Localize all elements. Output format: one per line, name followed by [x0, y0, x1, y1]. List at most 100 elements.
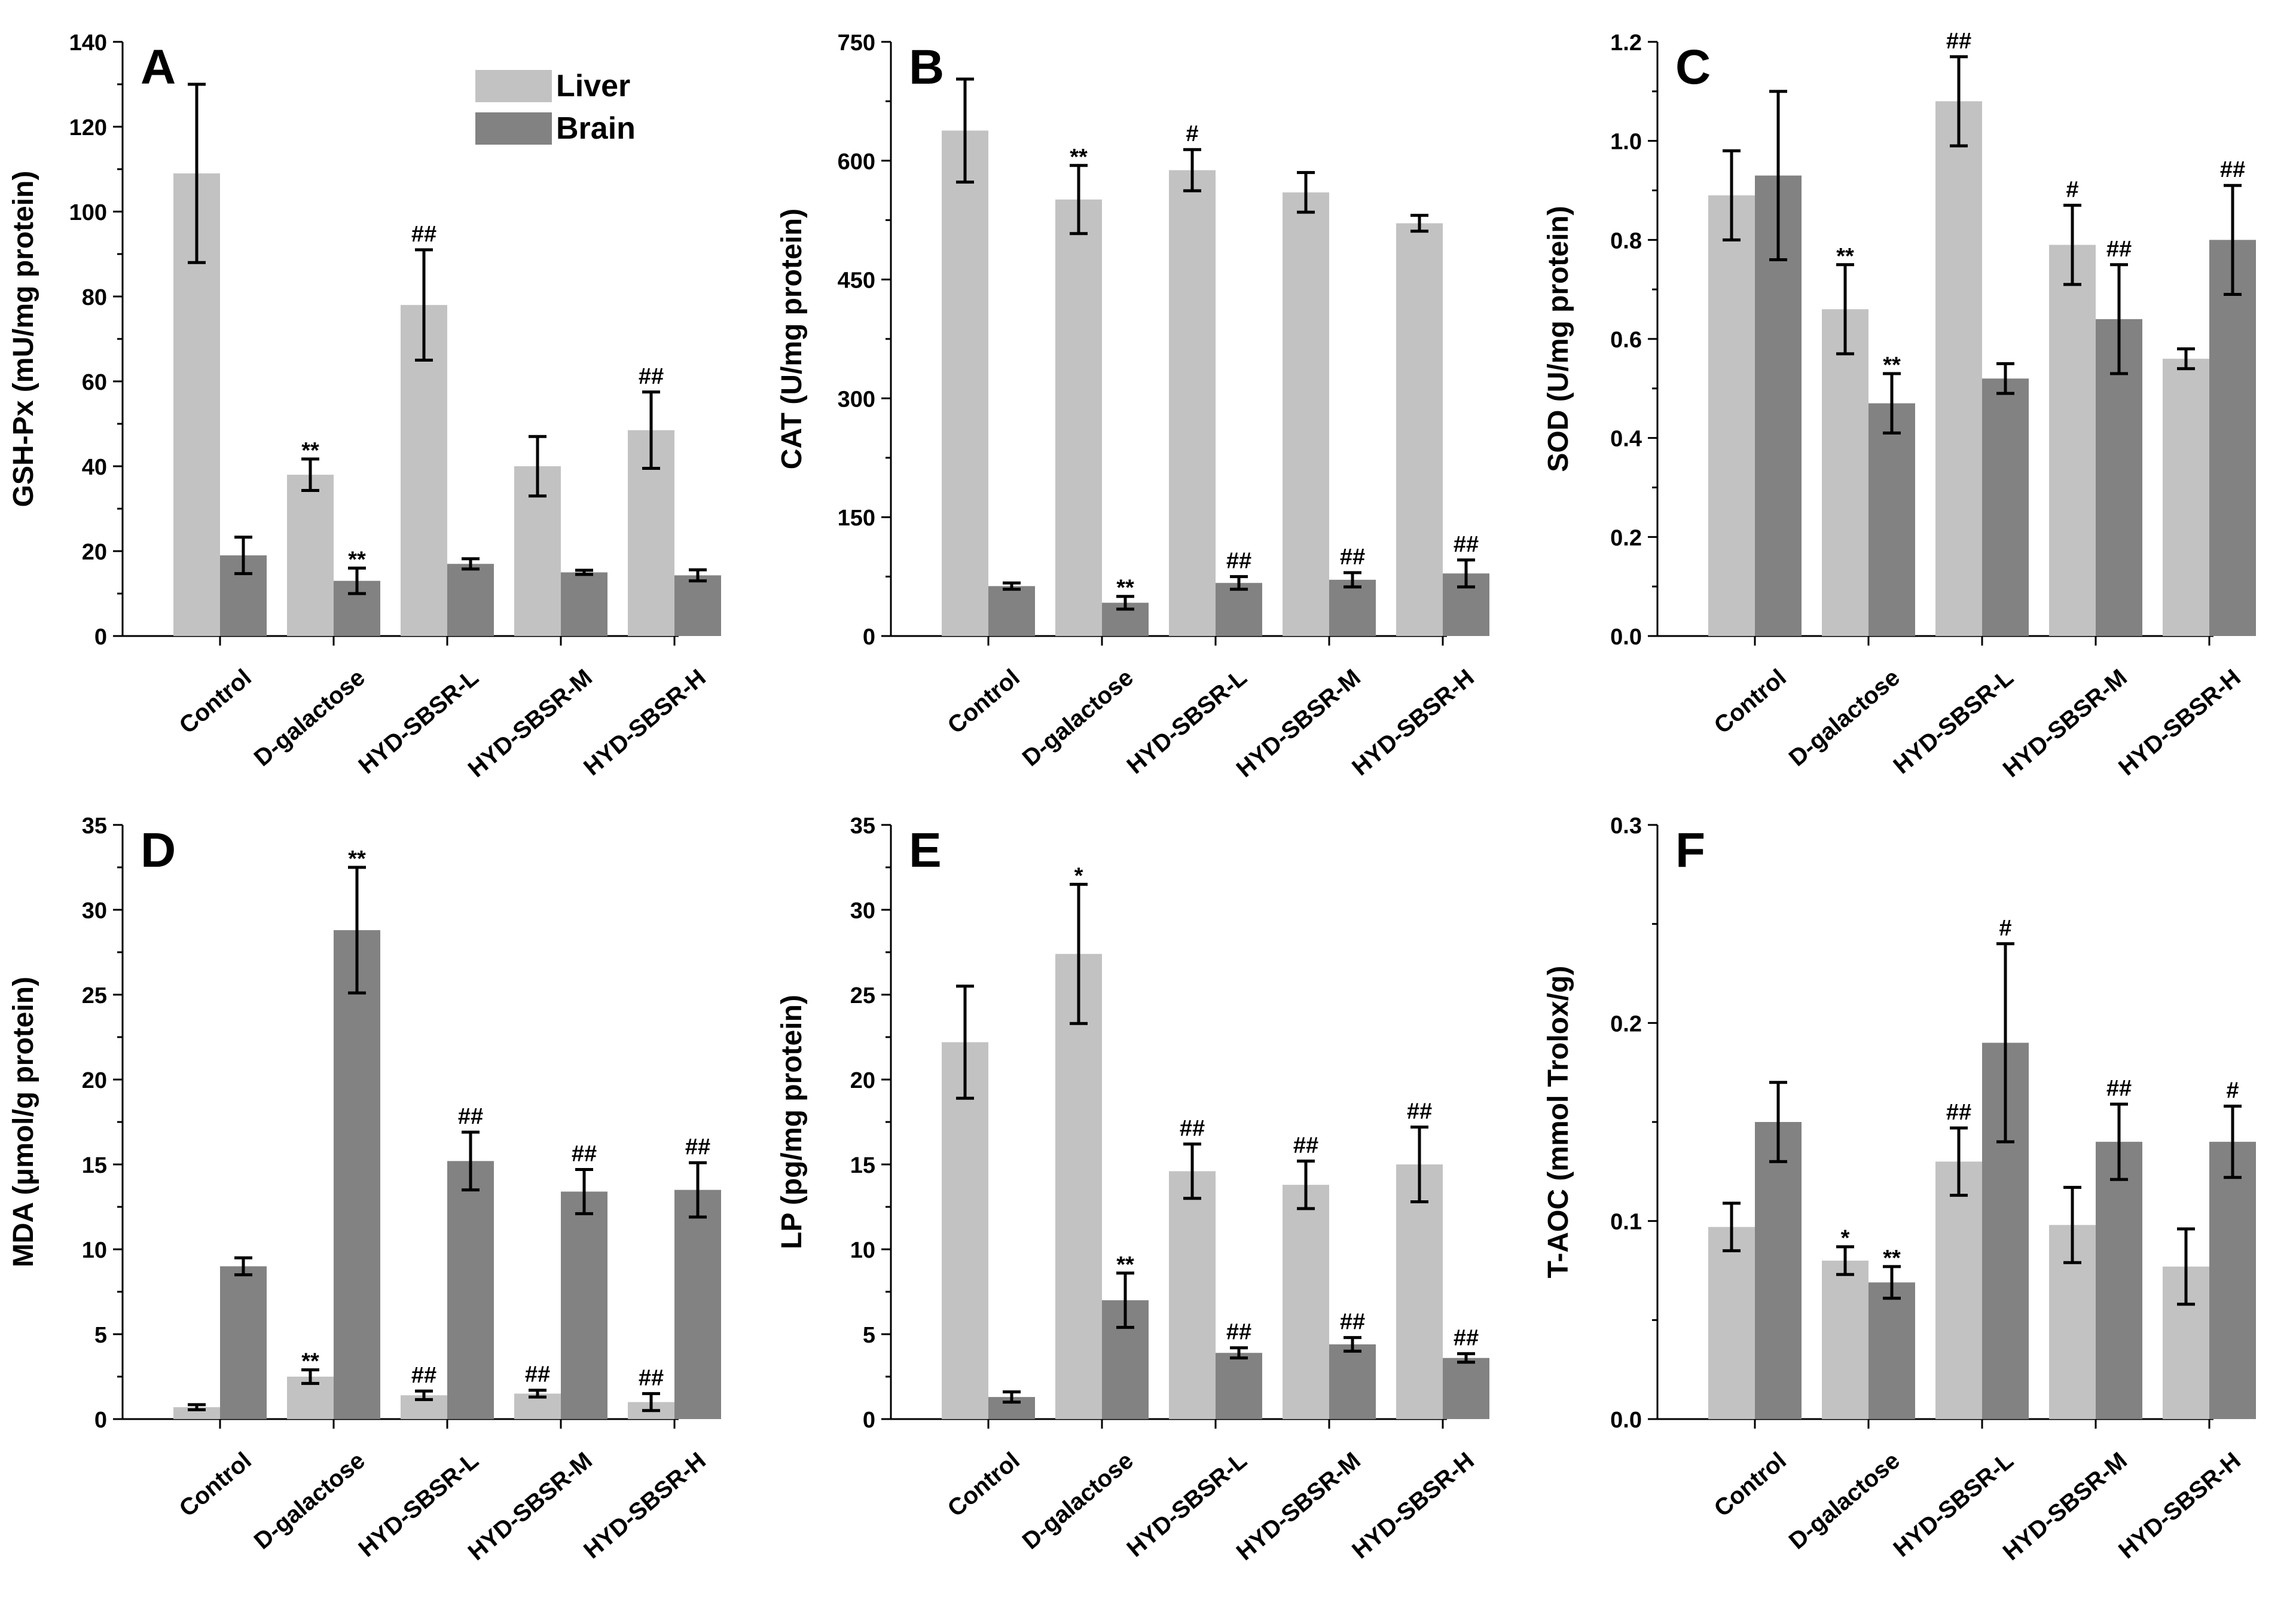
bar-brain-c — [1868, 403, 1915, 636]
bar-brain-d — [561, 1191, 607, 1419]
significance-mark-brain-d: ## — [458, 1104, 483, 1129]
bar-brain-f — [1755, 1122, 1802, 1419]
y-tick-label-d: 35 — [82, 814, 107, 839]
y-axis-title-a: GSH-Px (mU/mg protein) — [8, 171, 39, 507]
y-tick-label-e: 5 — [863, 1323, 875, 1348]
y-tick-label-d: 15 — [82, 1153, 107, 1178]
bar-liver-b — [942, 130, 988, 637]
significance-mark-brain-f: # — [1999, 916, 2011, 941]
panel-letter-a: A — [141, 40, 176, 94]
significance-mark-liver-d: ## — [411, 1363, 436, 1388]
bar-liver-e — [1283, 1185, 1329, 1419]
bar-brain-a — [561, 572, 607, 636]
significance-mark-liver-e: ## — [1407, 1099, 1432, 1124]
panel-letter-c: C — [1675, 40, 1711, 94]
significance-mark-brain-e: ** — [1116, 1252, 1134, 1277]
x-tick-label-e: D-galactose — [1018, 1447, 1138, 1554]
significance-mark-liver-a: ** — [301, 438, 319, 463]
y-tick-label-f: 0.2 — [1610, 1011, 1642, 1037]
panel-f: 0.0 0.1 0.2 0.3 T-AOC (mmol Trolox/g) F Contro… — [1543, 814, 2256, 1566]
legend: Liver Brain — [475, 69, 636, 146]
significance-mark-liver-e: * — [1074, 863, 1083, 888]
bar-liver-e — [942, 1042, 988, 1419]
y-tick-label-b: 300 — [838, 387, 875, 412]
y-tick-label-d: 20 — [82, 1068, 107, 1093]
significance-mark-brain-c: ## — [2106, 237, 2132, 262]
y-tick-label-c: 0.6 — [1610, 328, 1642, 353]
legend-label-brain: Brain — [556, 111, 636, 146]
significance-mark-brain-e: ## — [1454, 1326, 1479, 1351]
x-tick-label-a: D-galactose — [249, 664, 370, 771]
y-tick-label-c: 0.4 — [1610, 427, 1642, 452]
x-tick-label-e: HYD-SBSR-H — [1347, 1447, 1479, 1564]
panel-e: 0 5 10 15 20 25 30 35 LP (pg/mg protein) E Control… — [776, 814, 1489, 1566]
x-tick-label-b: HYD-SBSR-M — [1232, 664, 1366, 782]
significance-mark-brain-f: ** — [1883, 1246, 1901, 1271]
y-tick-label-a: 40 — [82, 455, 107, 480]
bar-brain-b — [1329, 579, 1376, 636]
y-axis-title-f: T-AOC (mmol Trolox/g) — [1543, 966, 1574, 1279]
bar-brain-f — [2096, 1142, 2142, 1419]
significance-mark-brain-d: ## — [685, 1135, 710, 1160]
x-tick-label-c: HYD-SBSR-H — [2114, 664, 2246, 781]
y-tick-label-a: 60 — [82, 370, 107, 395]
bar-brain-a — [674, 575, 721, 636]
y-tick-label-e: 15 — [850, 1153, 875, 1178]
y-tick-label-c: 0.2 — [1610, 525, 1642, 551]
x-tick-label-f: HYD-SBSR-H — [2114, 1447, 2246, 1564]
x-tick-label-a: Control — [175, 664, 257, 739]
y-tick-label-d: 0 — [94, 1408, 107, 1433]
x-tick-label-d: HYD-SBSR-M — [463, 1447, 597, 1566]
panel-d: 0 5 10 15 20 25 30 35 MDA (μmol/g protein) D Contr… — [8, 814, 721, 1566]
x-tick-label-d: Control — [175, 1447, 257, 1522]
y-axis-title-b: CAT (U/mg protein) — [776, 209, 808, 469]
significance-mark-brain-c: ** — [1883, 353, 1901, 378]
bar-liver-f — [1935, 1161, 1982, 1419]
y-tick-label-c: 0.0 — [1610, 625, 1642, 650]
bar-brain-f — [2209, 1142, 2256, 1419]
x-tick-label-d: D-galactose — [249, 1447, 370, 1554]
y-tick-label-a: 0 — [94, 625, 107, 650]
bar-brain-d — [334, 930, 380, 1419]
bar-liver-c — [2049, 244, 2096, 636]
x-tick-label-f: Control — [1709, 1447, 1791, 1522]
significance-mark-brain-d: ** — [348, 846, 366, 872]
bar-liver-c — [1708, 195, 1755, 636]
significance-mark-brain-f: ## — [2106, 1076, 2132, 1101]
bar-brain-e — [1216, 1353, 1262, 1419]
x-tick-label-d: HYD-SBSR-H — [579, 1447, 711, 1564]
significance-mark-brain-b: ## — [1454, 532, 1479, 557]
y-tick-label-e: 20 — [850, 1068, 875, 1093]
bar-liver-c — [2163, 359, 2209, 636]
significance-mark-liver-d: ** — [301, 1349, 319, 1374]
bar-brain-d — [447, 1161, 494, 1419]
bar-brain-d — [674, 1190, 721, 1419]
y-tick-label-f: 0.1 — [1610, 1210, 1642, 1235]
y-tick-label-b: 0 — [863, 625, 875, 650]
significance-mark-liver-d: ## — [639, 1365, 664, 1390]
legend-swatch-liver — [475, 70, 552, 102]
y-tick-label-d: 25 — [82, 983, 107, 1008]
significance-mark-liver-f: ## — [1946, 1100, 1971, 1125]
bar-brain-b — [1216, 583, 1262, 636]
y-tick-label-e: 30 — [850, 898, 875, 924]
y-tick-label-e: 25 — [850, 983, 875, 1008]
significance-mark-liver-c: ** — [1836, 244, 1854, 269]
x-tick-label-e: HYD-SBSR-M — [1232, 1447, 1366, 1566]
bar-liver-c — [1935, 101, 1982, 636]
x-tick-label-f: D-galactose — [1784, 1447, 1905, 1554]
significance-mark-liver-b: # — [1186, 121, 1198, 146]
significance-mark-liver-c: # — [2066, 177, 2078, 202]
bar-brain-d — [220, 1266, 267, 1419]
y-tick-label-e: 10 — [850, 1238, 875, 1263]
x-tick-label-c: D-galactose — [1784, 664, 1905, 771]
y-tick-label-c: 0.8 — [1610, 228, 1642, 253]
y-axis-title-e: LP (pg/mg protein) — [776, 995, 808, 1249]
y-tick-label-a: 140 — [69, 30, 107, 56]
bar-liver-b — [1283, 192, 1329, 636]
y-tick-label-b: 150 — [838, 506, 875, 531]
y-tick-label-d: 5 — [94, 1323, 107, 1348]
bar-liver-b — [1396, 223, 1443, 636]
significance-mark-liver-d: ## — [525, 1362, 550, 1387]
